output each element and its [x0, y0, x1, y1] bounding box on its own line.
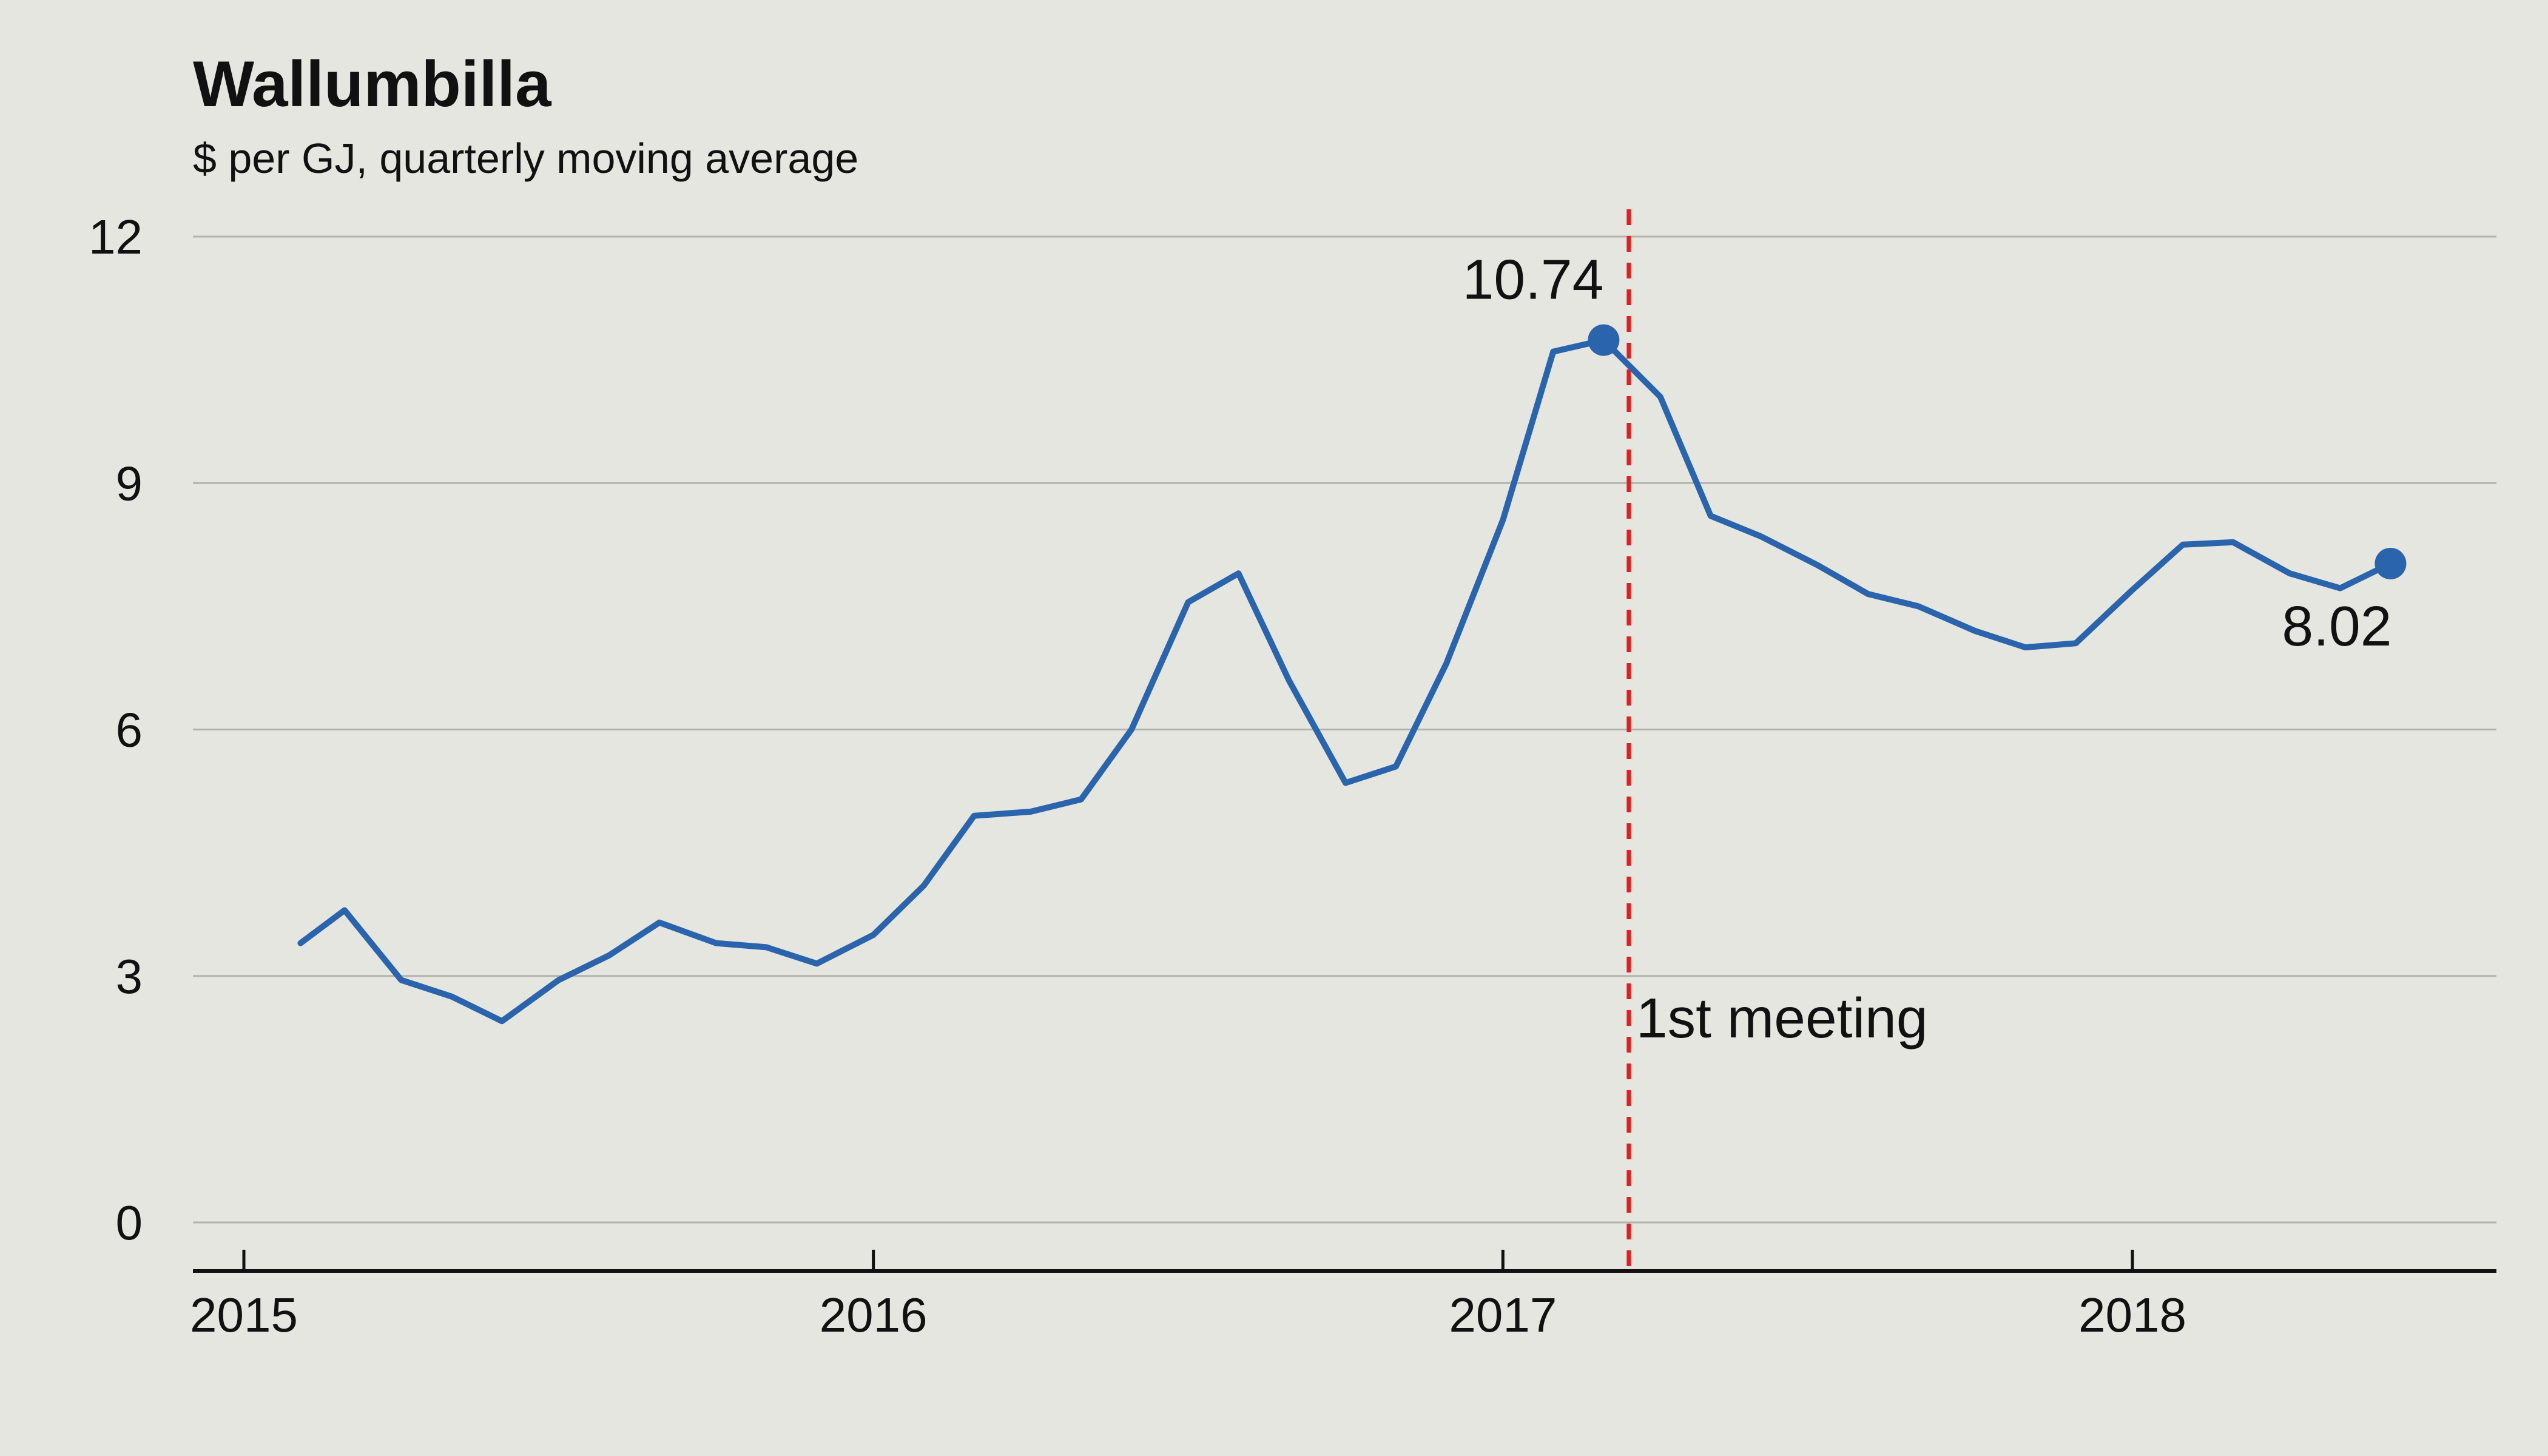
chart-subtitle: $ per GJ, quarterly moving average [193, 135, 858, 182]
highlight-point [1588, 324, 1620, 356]
annotations: 1st meeting [1626, 209, 1928, 1271]
highlight-value-label: 10.74 [1463, 248, 1604, 311]
highlighted-points: 10.74 8.02 [1463, 248, 2407, 658]
gridlines [193, 235, 2496, 1224]
x-tick-label: 2016 [820, 1288, 928, 1342]
y-tick-label: 12 [89, 210, 143, 264]
series-layer [297, 337, 2394, 1025]
x-tick-label: 2015 [190, 1288, 298, 1342]
meeting-marker-label: 1st meeting [1636, 986, 1928, 1050]
series-line-wallumbilla [297, 337, 2394, 1025]
y-tick-label: 9 [116, 456, 143, 510]
chart-title: Wallumbilla [193, 47, 552, 120]
x-tick-label: 2018 [2078, 1288, 2186, 1342]
y-tick-label: 3 [116, 949, 143, 1003]
highlight-value-label: 8.02 [2282, 595, 2391, 658]
x-axis-ticks: 2015 2016 2017 2018 [190, 1250, 2186, 1342]
highlight-point [2374, 547, 2407, 579]
y-tick-label: 0 [116, 1196, 143, 1250]
y-axis-tick-labels: 0 3 6 9 12 [89, 210, 143, 1250]
x-tick-label: 2017 [1449, 1288, 1557, 1342]
y-tick-label: 6 [116, 703, 143, 757]
